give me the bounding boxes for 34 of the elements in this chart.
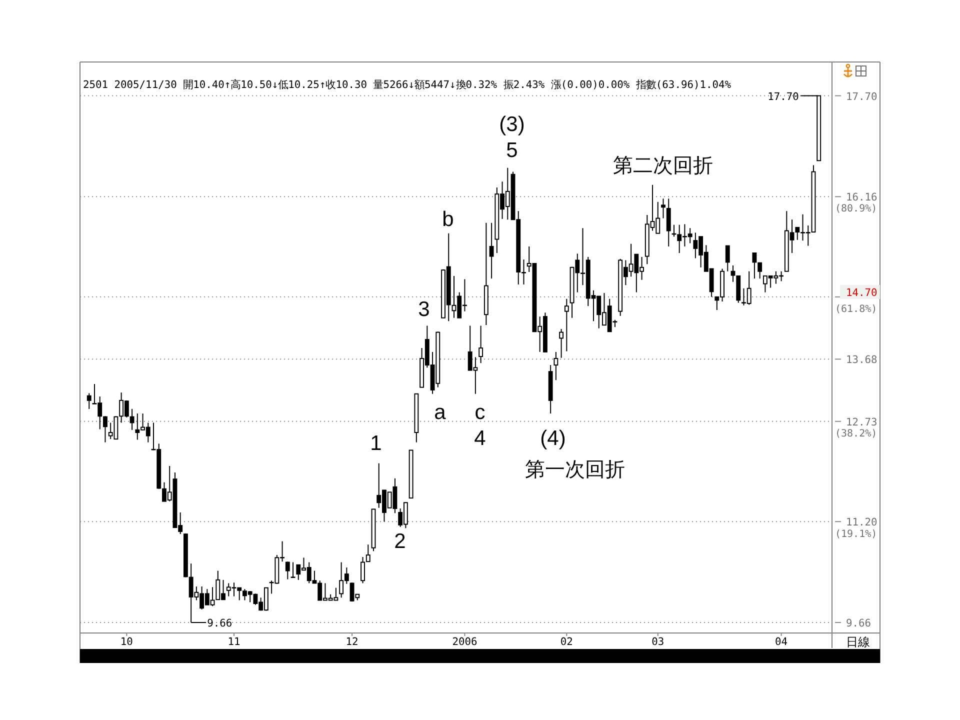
y-tick-label: 11.20 bbox=[846, 516, 878, 529]
y-tick-label: 9.66 bbox=[846, 618, 872, 630]
annotation: 3 bbox=[418, 298, 430, 320]
y-tick-label: 12.73 bbox=[846, 416, 878, 428]
y2-tick-label: (61.8%) bbox=[835, 304, 878, 314]
annotation: 第一次回折 bbox=[525, 457, 625, 481]
annotation: 14.70 bbox=[846, 287, 878, 299]
x-tick-label: 10 bbox=[120, 636, 133, 648]
x-axis-title: 日線 bbox=[846, 635, 870, 649]
annotation: a bbox=[434, 400, 446, 424]
x-tick-label: 12 bbox=[346, 636, 358, 648]
annotation: 第二次回折 bbox=[613, 153, 713, 177]
annotation: (3) bbox=[499, 112, 525, 136]
y-tick-label: 17.70 bbox=[846, 90, 878, 103]
x-tick-label: 2006 bbox=[452, 636, 478, 648]
annotation: 17.70 bbox=[768, 90, 799, 103]
subtitle: 2501 2005/11/30 開10.40↑高10.50↓低10.25↑收10.30 量5266↓額5447↓換0.32% 振2.43% 漲(0.00)0.00% 指數(63.96)1.04% bbox=[83, 79, 731, 91]
annotation: b bbox=[442, 208, 454, 230]
y2-tick-label: (80.9%) bbox=[835, 202, 878, 214]
x-tick-label: 04 bbox=[775, 636, 788, 648]
x-tick-label: 11 bbox=[228, 636, 240, 648]
x-tick-label: 02 bbox=[560, 636, 573, 648]
x-tick-label: 03 bbox=[652, 636, 664, 648]
annotation: 2 bbox=[394, 530, 406, 552]
annotation: 5 bbox=[506, 138, 518, 162]
annotation: (4) bbox=[540, 426, 566, 450]
annotation: 1 bbox=[370, 432, 382, 454]
y2-tick-label: (38.2%) bbox=[835, 428, 878, 439]
annotation: 4 bbox=[474, 426, 486, 450]
annotation: c bbox=[474, 400, 486, 424]
y-tick-label: 16.16 bbox=[846, 192, 878, 204]
annotation: 9.66 bbox=[207, 618, 232, 630]
y-tick-label: 13.68 bbox=[846, 354, 878, 366]
y2-tick-label: (19.1%) bbox=[835, 528, 878, 540]
